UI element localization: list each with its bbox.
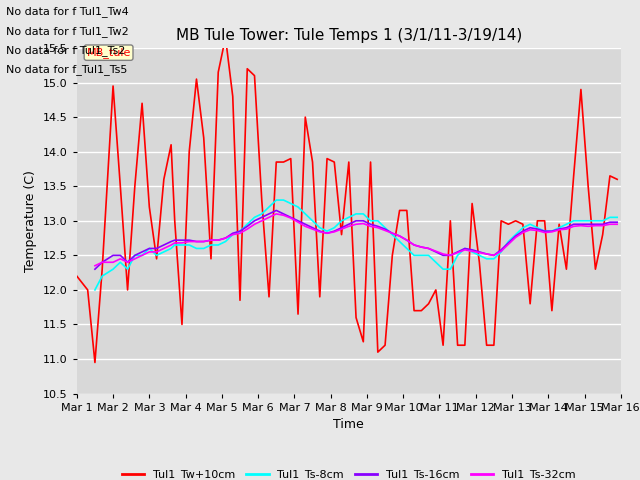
Text: No data for f Tul1_Tw4: No data for f Tul1_Tw4: [6, 6, 129, 17]
Text: No data for f Tul1_Tw2: No data for f Tul1_Tw2: [6, 25, 129, 36]
Text: MB_tule: MB_tule: [86, 47, 131, 58]
X-axis label: Time: Time: [333, 418, 364, 431]
Legend: Tul1_Tw+10cm, Tul1_Ts-8cm, Tul1_Ts-16cm, Tul1_Ts-32cm: Tul1_Tw+10cm, Tul1_Ts-8cm, Tul1_Ts-16cm,…: [118, 465, 580, 480]
Title: MB Tule Tower: Tule Temps 1 (3/1/11-3/19/14): MB Tule Tower: Tule Temps 1 (3/1/11-3/19…: [175, 28, 522, 43]
Text: No data for f_Tul1_Ts5: No data for f_Tul1_Ts5: [6, 64, 128, 75]
Text: No data for f Tul1_Ts2: No data for f Tul1_Ts2: [6, 45, 126, 56]
Y-axis label: Temperature (C): Temperature (C): [24, 170, 38, 272]
